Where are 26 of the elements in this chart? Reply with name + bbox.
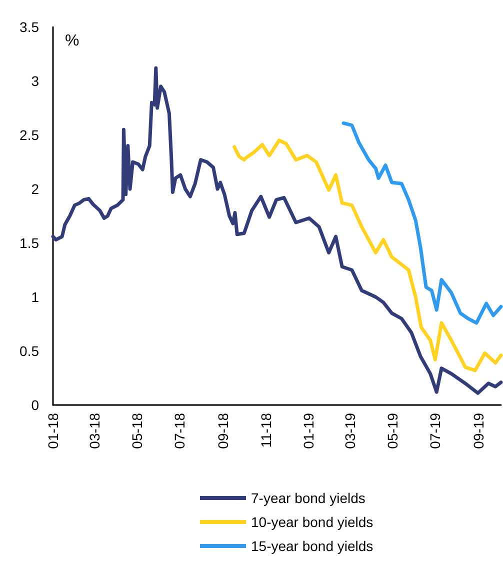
x-tick-label: 09-18 xyxy=(215,412,232,449)
y-tick-label: 0 xyxy=(31,397,40,413)
x-tick-label: 11-18 xyxy=(258,412,274,448)
x-tick-label: 01-18 xyxy=(45,412,61,449)
y-tick-label: 1.5 xyxy=(20,235,40,251)
legend-label: 10-year bond yields xyxy=(251,514,374,530)
y-axis-title: % xyxy=(65,32,80,50)
y-tick-label: 2 xyxy=(31,181,40,197)
y-tick-label: 0.5 xyxy=(20,343,40,359)
y-tick-label: 3 xyxy=(31,73,40,89)
x-tick-label: 01-19 xyxy=(300,412,316,449)
y-tick-label: 2.5 xyxy=(20,127,40,143)
x-tick-label: 03-18 xyxy=(86,412,102,449)
y-tick-label: 1 xyxy=(31,289,40,305)
x-tick-label: 07-18 xyxy=(172,412,188,449)
x-tick-label: 09-19 xyxy=(470,412,487,449)
x-tick-label: 03-19 xyxy=(342,412,358,449)
line-series xyxy=(51,66,503,395)
y-tick-label: 3.5 xyxy=(20,19,40,35)
x-tick-label: 05-19 xyxy=(384,412,400,449)
legend-label: 7-year bond yields xyxy=(251,490,366,506)
line-series xyxy=(232,138,503,372)
legend-label: 15-year bond yields xyxy=(251,538,374,554)
line-series xyxy=(342,121,503,325)
x-tick-label: 07-19 xyxy=(427,412,444,449)
x-tick-label: 05-18 xyxy=(129,412,145,449)
